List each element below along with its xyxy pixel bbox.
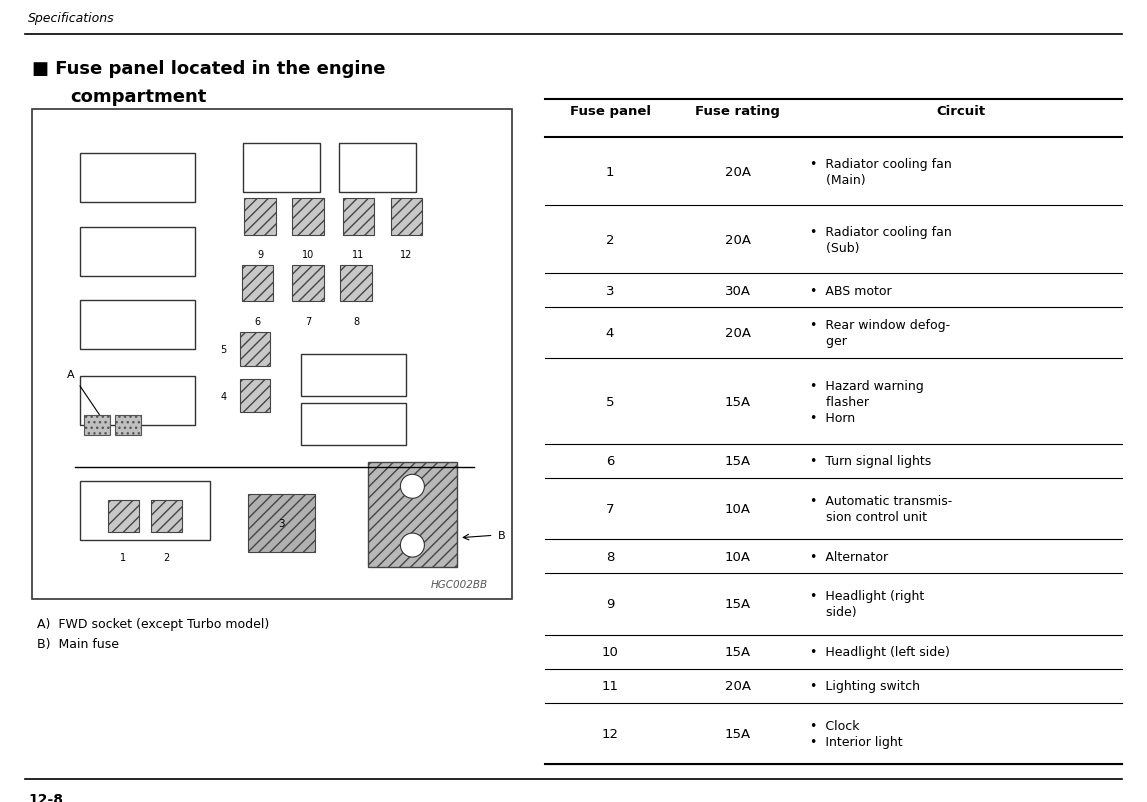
Text: B)  Main fuse: B) Main fuse	[37, 638, 119, 650]
Text: 3: 3	[279, 518, 284, 529]
Text: •  Radiator cooling fan: • Radiator cooling fan	[810, 225, 952, 238]
Text: 20A: 20A	[725, 165, 750, 178]
Bar	[301, 403, 406, 445]
Bar	[248, 494, 315, 553]
Text: 30A: 30A	[725, 285, 750, 298]
Text: 3: 3	[606, 285, 615, 298]
Text: 8: 8	[353, 317, 359, 327]
Text: 6: 6	[255, 317, 260, 327]
Circle shape	[400, 533, 424, 557]
Text: •  Automatic transmis-: • Automatic transmis-	[810, 494, 952, 508]
Bar	[115, 415, 141, 435]
Bar	[80, 227, 195, 276]
Text: 2: 2	[163, 553, 170, 563]
Text: side): side)	[810, 606, 857, 618]
Text: 15A: 15A	[725, 455, 750, 468]
Bar	[301, 354, 406, 396]
Text: 5: 5	[220, 345, 226, 354]
Text: 15A: 15A	[725, 395, 750, 408]
Text: 15A: 15A	[725, 646, 750, 658]
Text: •  Hazard warning: • Hazard warning	[810, 379, 923, 392]
Text: (Main): (Main)	[810, 173, 866, 186]
Bar	[241, 333, 270, 367]
Text: •  Alternator: • Alternator	[810, 550, 888, 563]
Text: 1: 1	[606, 165, 615, 178]
Text: 10A: 10A	[725, 502, 750, 516]
Text: •  Headlight (left side): • Headlight (left side)	[810, 646, 950, 658]
Bar	[340, 144, 416, 193]
Text: 12: 12	[601, 727, 618, 740]
Text: •  Turn signal lights: • Turn signal lights	[810, 455, 931, 468]
Bar	[84, 415, 110, 435]
Bar	[292, 199, 323, 236]
Bar	[108, 500, 139, 532]
Text: 7: 7	[305, 317, 311, 327]
Bar	[80, 377, 195, 426]
Bar	[241, 379, 270, 413]
Text: 12: 12	[400, 250, 413, 260]
Bar	[244, 199, 275, 236]
Bar	[391, 199, 422, 236]
Text: sion control unit: sion control unit	[810, 510, 927, 523]
Text: 9: 9	[606, 597, 614, 610]
Bar	[242, 265, 273, 302]
Text: Fuse panel: Fuse panel	[570, 105, 650, 118]
Text: 15A: 15A	[725, 727, 750, 740]
Text: flasher: flasher	[810, 395, 869, 408]
Text: 1: 1	[120, 553, 126, 563]
Text: 10: 10	[601, 646, 618, 658]
Text: 4: 4	[220, 391, 226, 401]
Text: 4: 4	[606, 327, 614, 340]
Text: •  Rear window defog-: • Rear window defog-	[810, 319, 950, 332]
Text: 5: 5	[606, 395, 615, 408]
Bar	[292, 265, 323, 302]
Text: •  Clock: • Clock	[810, 719, 859, 732]
Text: 11: 11	[352, 250, 365, 260]
Text: 2: 2	[606, 233, 615, 246]
Text: 20A: 20A	[725, 327, 750, 340]
Text: 9: 9	[257, 250, 263, 260]
Bar	[80, 482, 210, 541]
Bar	[80, 301, 195, 350]
Bar	[80, 154, 195, 203]
Text: Fuse rating: Fuse rating	[695, 105, 780, 118]
Text: ger: ger	[810, 335, 846, 348]
Text: compartment: compartment	[70, 88, 206, 106]
Text: Circuit: Circuit	[936, 105, 985, 118]
Text: ■ Fuse panel located in the engine: ■ Fuse panel located in the engine	[32, 60, 385, 78]
Text: 12-8: 12-8	[28, 792, 63, 802]
Text: (Sub): (Sub)	[810, 241, 859, 254]
Bar	[368, 462, 457, 568]
Text: HGC002BB: HGC002BB	[431, 580, 487, 589]
Bar	[341, 265, 372, 302]
Text: 8: 8	[606, 550, 614, 563]
Text: •  Headlight (right: • Headlight (right	[810, 589, 924, 602]
Text: 6: 6	[606, 455, 614, 468]
Bar	[150, 500, 182, 532]
Text: •  Interior light: • Interior light	[810, 735, 903, 748]
Text: A: A	[67, 369, 75, 379]
Circle shape	[400, 475, 424, 499]
Text: 7: 7	[606, 502, 615, 516]
Text: 11: 11	[601, 679, 618, 692]
Bar	[343, 199, 374, 236]
Text: Specifications: Specifications	[28, 12, 115, 25]
Text: •  ABS motor: • ABS motor	[810, 285, 891, 298]
Bar	[32, 110, 512, 599]
Text: •  Horn: • Horn	[810, 411, 856, 424]
Text: 20A: 20A	[725, 679, 750, 692]
Text: A)  FWD socket (except Turbo model): A) FWD socket (except Turbo model)	[37, 618, 270, 630]
Text: 10: 10	[302, 250, 314, 260]
Text: 10A: 10A	[725, 550, 750, 563]
Text: 20A: 20A	[725, 233, 750, 246]
Text: B: B	[498, 531, 505, 541]
Text: •  Radiator cooling fan: • Radiator cooling fan	[810, 157, 952, 170]
Bar	[243, 144, 320, 193]
Text: •  Lighting switch: • Lighting switch	[810, 679, 920, 692]
Text: 15A: 15A	[725, 597, 750, 610]
